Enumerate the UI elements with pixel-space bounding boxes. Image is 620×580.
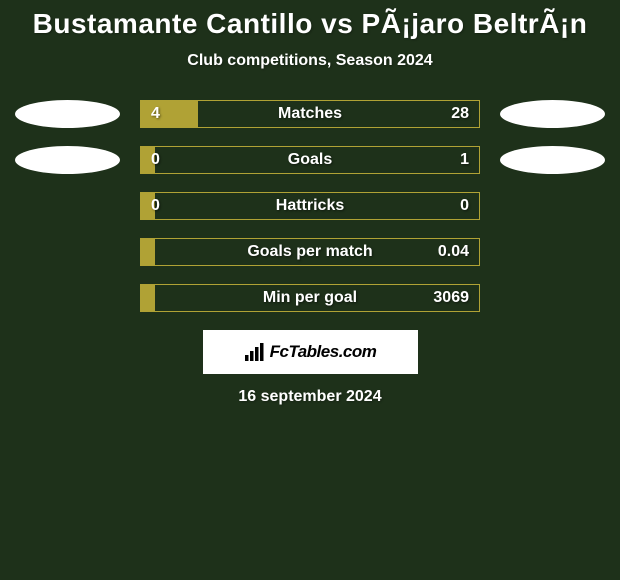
subtitle: Club competitions, Season 2024 [0,52,620,70]
player-avatar-left [15,146,120,174]
date-text: 16 september 2024 [0,388,620,406]
bar-left-value: 0 [151,151,160,169]
bar-track: Goals per match 0.04 [140,238,480,266]
stat-row: Min per goal 3069 [0,284,620,312]
main-container: Bustamante Cantillo vs PÃ¡jaro BeltrÃ¡n … [0,0,620,406]
bars-chart-icon [244,343,266,361]
bar-label: Goals [288,151,332,169]
bar-track: 0 Goals 1 [140,146,480,174]
bar-track: Min per goal 3069 [140,284,480,312]
bar-left-value: 4 [151,105,160,123]
bar-right-value: 0.04 [438,243,469,261]
bar-fill [141,101,198,127]
bar-fill [141,285,155,311]
bar-label: Matches [278,105,342,123]
bar-track: 4 Matches 28 [140,100,480,128]
stat-row: Goals per match 0.04 [0,238,620,266]
bar-right-value: 0 [460,197,469,215]
bar-label: Min per goal [263,289,357,307]
stat-row: 0 Goals 1 [0,146,620,174]
bar-label: Hattricks [276,197,344,215]
page-title: Bustamante Cantillo vs PÃ¡jaro BeltrÃ¡n [0,8,620,40]
logo-text: FcTables.com [270,342,377,362]
bar-right-value: 28 [451,105,469,123]
bar-left-value: 0 [151,197,160,215]
player-avatar-left [15,100,120,128]
player-avatar-right [500,100,605,128]
player-avatar-right [500,146,605,174]
bar-right-value: 3069 [433,289,469,307]
bar-track: 0 Hattricks 0 [140,192,480,220]
bar-label: Goals per match [247,243,372,261]
stat-row: 4 Matches 28 [0,100,620,128]
bars-area: 4 Matches 28 0 Goals 1 0 Hattricks 0 Goals per ma… [0,100,620,312]
stat-row: 0 Hattricks 0 [0,192,620,220]
logo-box: FcTables.com [203,330,418,374]
logo-inner: FcTables.com [244,342,377,362]
bar-fill [141,239,155,265]
bar-right-value: 1 [460,151,469,169]
